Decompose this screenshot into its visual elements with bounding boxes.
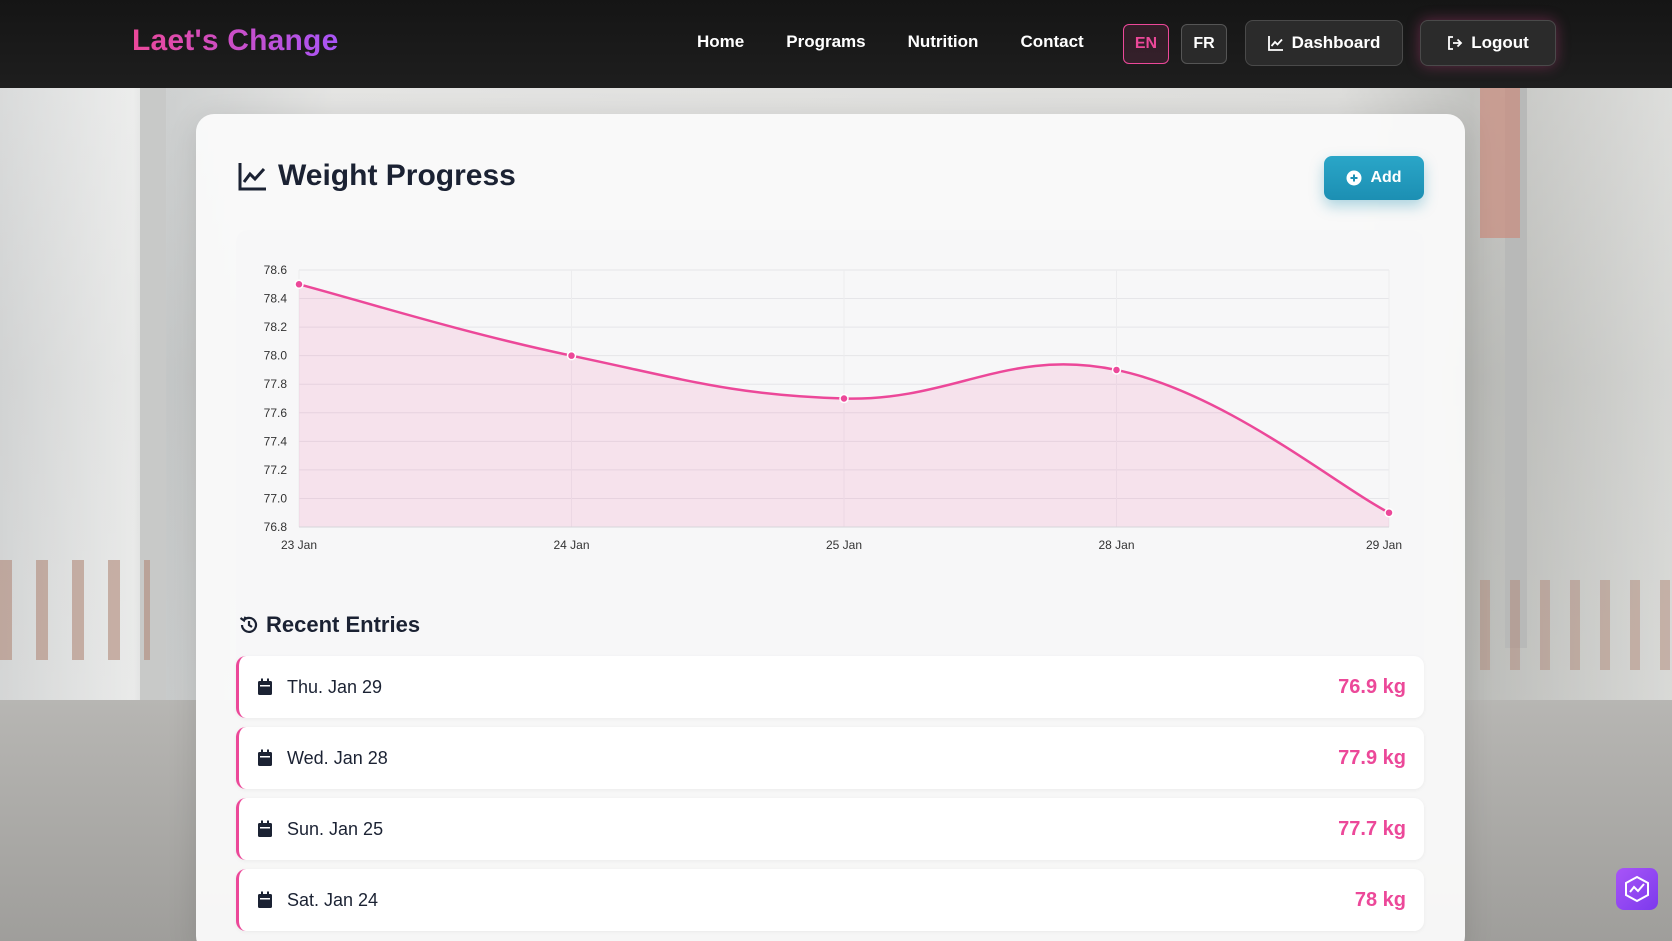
series-area: [299, 284, 1389, 527]
y-tick-label: 76.8: [264, 520, 288, 534]
data-point: [1384, 507, 1394, 518]
weight-chart: 78.6 78.4 78.2 78.0 77.8 77.6 77.4 77.2 77.0 76.8…: [236, 230, 1424, 702]
plus-circle-icon: [1346, 170, 1362, 186]
entry-row[interactable]: Sat. Jan 24 78 kg: [236, 869, 1424, 931]
nav-nutrition-link[interactable]: Nutrition: [907, 32, 979, 51]
nav-links: Home Programs Nutrition Contact: [697, 32, 1084, 52]
weight-chart-svg: 78.6 78.4 78.2 78.0 77.8 77.6 77.4 77.2 77.0 76.8…: [264, 263, 1402, 552]
language-fr-button[interactable]: FR: [1181, 24, 1227, 64]
y-tick-label: 78.4: [264, 292, 288, 306]
entries-list: Thu. Jan 29 76.9 kg Wed. Jan 28 77.9 kg …: [236, 656, 1424, 940]
y-tick-label: 78.6: [264, 263, 288, 277]
nav-programs-link[interactable]: Programs: [786, 32, 866, 51]
dashboard-button[interactable]: Dashboard: [1245, 20, 1403, 66]
widget-logo-icon: [1625, 875, 1649, 903]
logout-button[interactable]: Logout: [1420, 20, 1556, 66]
card-title: Weight Progress: [238, 159, 516, 193]
x-tick-label: 29 Jan: [1366, 538, 1402, 552]
logout-label: Logout: [1471, 33, 1529, 52]
entry-weight: 77.9 kg: [1338, 746, 1406, 769]
calendar-icon: [258, 891, 272, 908]
weight-progress-card: Weight Progress Add 78.6 78.4 78.2 78.0 77.8…: [196, 114, 1465, 941]
x-tick-label: 25 Jan: [826, 538, 862, 552]
top-navbar: Laet's Change Home Programs Nutrition Co…: [0, 0, 1672, 88]
entry-date: Sun. Jan 25: [287, 818, 384, 839]
add-label: Add: [1370, 169, 1402, 186]
y-tick-label: 78.2: [264, 320, 288, 334]
y-tick-label: 77.8: [264, 377, 288, 391]
calendar-icon: [258, 749, 272, 766]
calendar-icon: [258, 678, 272, 695]
background-railing: [0, 560, 150, 660]
y-tick-label: 77.4: [264, 434, 288, 448]
entry-row[interactable]: Thu. Jan 29 76.9 kg: [236, 656, 1424, 718]
entry-date: Wed. Jan 28: [287, 747, 388, 768]
nav-home-link[interactable]: Home: [697, 32, 745, 51]
page-title: Weight Progress: [278, 159, 516, 192]
floating-widget-button[interactable]: [1616, 868, 1658, 910]
brand-logo[interactable]: Laet's Change: [132, 24, 339, 57]
x-tick-label: 24 Jan: [553, 538, 589, 552]
dashboard-label: Dashboard: [1291, 33, 1381, 52]
calendar-icon: [258, 820, 272, 837]
data-point: [839, 393, 849, 404]
background-beam: [1480, 88, 1520, 238]
entry-weight: 76.9 kg: [1338, 675, 1406, 698]
language-en-button[interactable]: EN: [1123, 24, 1169, 64]
y-tick-label: 77.6: [264, 406, 288, 420]
y-tick-label: 77.0: [264, 491, 288, 505]
entry-date: Thu. Jan 29: [287, 676, 383, 697]
chart-line-icon: [1267, 36, 1283, 51]
entry-date: Sat. Jan 24: [287, 889, 379, 910]
history-icon: [239, 616, 258, 633]
entry-row[interactable]: Sun. Jan 25 77.7 kg: [236, 798, 1424, 860]
data-point: [294, 279, 304, 290]
y-tick-label: 77.2: [264, 463, 288, 477]
y-tick-label: 78.0: [264, 349, 288, 363]
recent-entries-heading: Recent Entries: [238, 612, 420, 638]
x-tick-label: 23 Jan: [281, 538, 317, 552]
data-point: [1111, 365, 1122, 375]
nav-contact-link[interactable]: Contact: [1020, 32, 1084, 51]
x-tick-label: 28 Jan: [1098, 538, 1134, 552]
entry-row[interactable]: Wed. Jan 28 77.9 kg: [236, 727, 1424, 789]
add-entry-button[interactable]: Add: [1324, 156, 1424, 200]
recent-entries-title: Recent Entries: [266, 612, 421, 637]
entry-weight: 78 kg: [1354, 888, 1406, 911]
entry-weight: 77.7 kg: [1338, 817, 1406, 840]
background-railing: [1480, 580, 1672, 670]
data-point: [566, 350, 577, 361]
chart-line-icon: [238, 163, 266, 191]
logout-icon: [1448, 36, 1463, 50]
